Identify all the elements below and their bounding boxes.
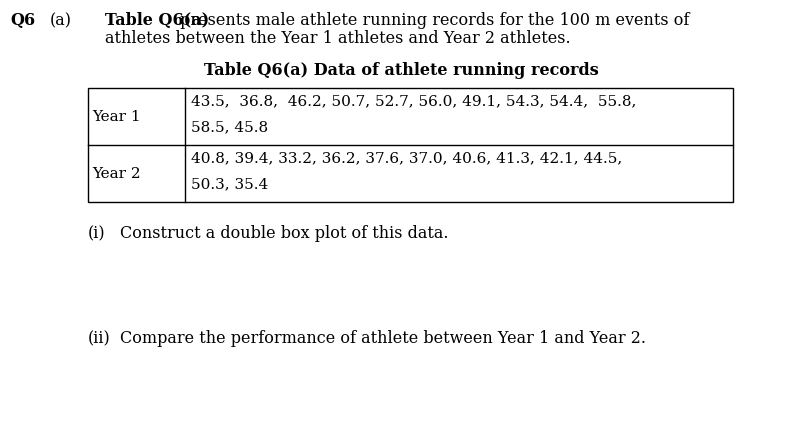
Text: 50.3, 35.4: 50.3, 35.4: [191, 178, 269, 192]
Text: Year 1: Year 1: [92, 110, 140, 124]
Text: 58.5, 45.8: 58.5, 45.8: [191, 121, 268, 135]
Text: 40.8, 39.4, 33.2, 36.2, 37.6, 37.0, 40.6, 41.3, 42.1, 44.5,: 40.8, 39.4, 33.2, 36.2, 37.6, 37.0, 40.6…: [191, 152, 622, 166]
Text: Table Q6(a) Data of athlete running records: Table Q6(a) Data of athlete running reco…: [204, 62, 597, 79]
Text: Table Q6(a): Table Q6(a): [105, 12, 209, 29]
Text: athletes between the Year 1 athletes and Year 2 athletes.: athletes between the Year 1 athletes and…: [105, 30, 570, 47]
Bar: [88, 88, 732, 202]
Text: 43.5,  36.8,  46.2, 50.7, 52.7, 56.0, 49.1, 54.3, 54.4,  55.8,: 43.5, 36.8, 46.2, 50.7, 52.7, 56.0, 49.1…: [191, 94, 636, 108]
Text: Year 2: Year 2: [92, 166, 140, 180]
Text: (a): (a): [50, 12, 72, 29]
Text: Q6: Q6: [10, 12, 35, 29]
Text: Construct a double box plot of this data.: Construct a double box plot of this data…: [119, 225, 448, 242]
Text: presents male athlete running records for the 100 m events of: presents male athlete running records fo…: [175, 12, 688, 29]
Text: Compare the performance of athlete between Year 1 and Year 2.: Compare the performance of athlete betwe…: [119, 330, 645, 347]
Text: (i): (i): [88, 225, 106, 242]
Text: (ii): (ii): [88, 330, 111, 347]
